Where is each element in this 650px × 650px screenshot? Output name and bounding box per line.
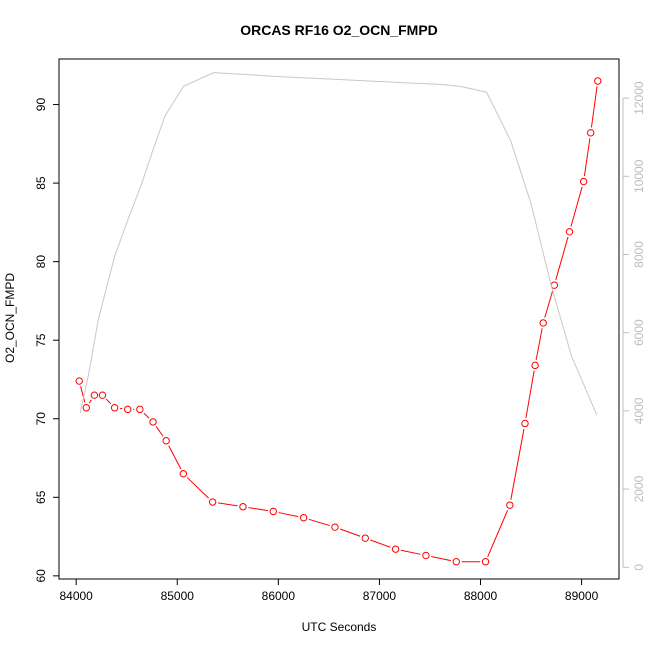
series-0-point-0 xyxy=(75,377,83,385)
y2-tick-label-1: 2000 xyxy=(632,475,646,502)
x-axis-label: UTC Seconds xyxy=(302,620,377,634)
y2-tick-label-0: 0 xyxy=(632,564,646,571)
y2-tick-label-6: 12000 xyxy=(632,81,646,115)
series-0-segment-6 xyxy=(143,412,150,419)
plot-frame xyxy=(58,58,620,580)
series-0-point-22 xyxy=(531,361,539,370)
series-0-point-2 xyxy=(90,391,99,399)
y-tick-label-4: 80 xyxy=(34,255,48,269)
series-0-point-10 xyxy=(208,498,217,506)
series-0-point-11 xyxy=(239,503,247,511)
series-0-segment-13 xyxy=(308,518,330,527)
series-1-line xyxy=(79,72,598,415)
series-0-segment-3 xyxy=(105,398,112,405)
series-0-point-3 xyxy=(98,391,107,399)
series-0-point-17 xyxy=(422,551,430,560)
series-0-segment-15 xyxy=(370,539,391,548)
series-0-segment-16 xyxy=(400,549,421,555)
y2-tick-label-5: 10000 xyxy=(632,159,646,193)
series-0-point-26 xyxy=(579,177,588,186)
y-axis-right: 0 2000 4000 6000 8000 10000 12000 xyxy=(622,81,646,571)
series-0-segment-26 xyxy=(583,138,591,177)
series-0-segment-7 xyxy=(155,426,164,437)
y-axis-label: O2_OCN_FMPD xyxy=(3,273,17,363)
series-0-segment-23 xyxy=(544,290,554,318)
y2-tick-label-2: 4000 xyxy=(632,397,646,424)
series-0-point-21 xyxy=(521,419,529,428)
series-layer xyxy=(75,72,602,566)
x-tick-label-3: 87000 xyxy=(363,589,397,603)
series-0-point-7 xyxy=(149,418,157,426)
series-0-point-6 xyxy=(136,405,144,414)
series-0-point-16 xyxy=(391,545,400,553)
series-0-point-15 xyxy=(361,534,369,542)
y-tick-label-5: 85 xyxy=(34,176,48,190)
series-0-segment-10 xyxy=(218,502,238,507)
y2-tick-label-4: 8000 xyxy=(632,241,646,268)
y-axis-left: 60 65 70 75 80 85 90 xyxy=(34,98,59,583)
series-0-segment-8 xyxy=(168,445,182,470)
y-tick-label-3: 75 xyxy=(34,333,48,347)
chart-title: ORCAS RF16 O2_OCN_FMPD xyxy=(240,22,438,38)
series-0-segment-21 xyxy=(525,370,535,419)
series-0-point-14 xyxy=(331,523,339,531)
series-0-point-25 xyxy=(565,228,574,236)
series-0-segment-12 xyxy=(278,512,299,518)
series-0-segment-22 xyxy=(535,328,543,361)
y-tick-label-2: 70 xyxy=(34,412,48,426)
x-axis: 84000 85000 86000 87000 88000 89000 xyxy=(59,579,599,603)
series-0-segment-9 xyxy=(186,477,210,499)
series-0-segment-1 xyxy=(88,399,92,404)
series-0-segment-20 xyxy=(510,428,525,500)
series-0-segment-17 xyxy=(431,556,451,562)
series-0-point-5 xyxy=(124,405,132,414)
series-0-point-4 xyxy=(110,404,119,412)
y-tick-label-1: 65 xyxy=(34,490,48,504)
series-0-point-23 xyxy=(539,319,547,327)
series-0-point-13 xyxy=(299,514,308,522)
x-tick-label-2: 86000 xyxy=(262,589,296,603)
series-0-point-12 xyxy=(269,507,277,516)
series-0-point-18 xyxy=(452,558,460,566)
series-0-segment-27 xyxy=(590,86,598,128)
series-0-segment-0 xyxy=(80,386,86,403)
x-tick-label-0: 84000 xyxy=(59,589,93,603)
series-0-point-20 xyxy=(506,501,514,509)
series-0-segment-19 xyxy=(487,510,509,557)
series-0-segment-14 xyxy=(339,528,361,537)
series-0-point-9 xyxy=(179,470,188,478)
x-tick-label-1: 85000 xyxy=(161,589,195,603)
x-tick-label-5: 89000 xyxy=(565,589,599,603)
series-0-point-1 xyxy=(82,404,90,412)
series-0-point-27 xyxy=(586,129,595,137)
x-tick-label-4: 88000 xyxy=(464,589,498,603)
y2-tick-label-3: 6000 xyxy=(632,319,646,346)
series-0-segment-25 xyxy=(570,186,583,227)
y-tick-label-0: 60 xyxy=(34,569,48,583)
series-0-segment-24 xyxy=(555,236,569,281)
series-0-point-8 xyxy=(162,437,170,445)
series-0-point-19 xyxy=(481,558,490,566)
y-tick-label-6: 90 xyxy=(34,98,48,112)
series-0-segment-11 xyxy=(248,507,268,512)
series-0-point-28 xyxy=(594,77,602,85)
